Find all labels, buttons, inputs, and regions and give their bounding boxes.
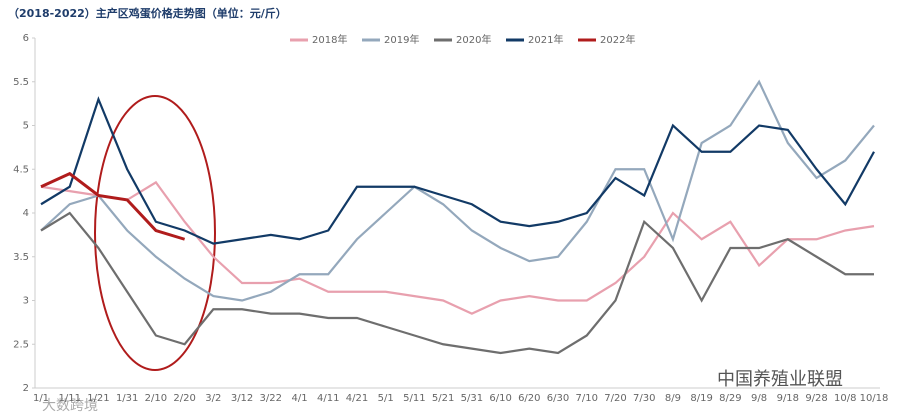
legend-label: 2021年 — [528, 33, 563, 46]
y-tick-label: 5.5 — [13, 77, 29, 88]
series-line — [40, 79, 875, 302]
x-tick-label: 5/31 — [461, 393, 483, 404]
x-tick-label: 7/20 — [604, 393, 626, 404]
x-tick-label: 6/20 — [518, 393, 540, 404]
x-tick-label: 3/12 — [231, 393, 253, 404]
x-tick-label: 9/8 — [751, 393, 767, 404]
y-tick-label: 2 — [23, 383, 29, 394]
legend-label: 2022年 — [600, 33, 635, 46]
x-tick-label: 9/28 — [805, 393, 827, 404]
y-tick-label: 2.5 — [13, 339, 29, 350]
legend-label: 2018年 — [312, 33, 347, 46]
y-tick-label: 3 — [23, 296, 29, 307]
x-tick-label: 4/11 — [317, 393, 339, 404]
x-tick-label: 1/11 — [58, 393, 80, 404]
x-tick-label: 3/2 — [205, 393, 221, 404]
x-tick-label: 1/1 — [33, 393, 49, 404]
series-line — [40, 96, 875, 245]
x-tick-label: 10/18 — [860, 393, 889, 404]
x-tick-label: 10/8 — [834, 393, 856, 404]
x-tick-label: 5/11 — [403, 393, 425, 404]
x-tick-label: 8/9 — [665, 393, 681, 404]
x-tick-label: 2/10 — [145, 393, 167, 404]
x-tick-label: 5/1 — [378, 393, 394, 404]
x-tick-label: 6/30 — [547, 393, 569, 404]
x-tick-label: 7/30 — [633, 393, 655, 404]
x-tick-label: 1/31 — [116, 393, 138, 404]
x-tick-label: 6/10 — [489, 393, 511, 404]
x-tick-label: 8/29 — [719, 393, 741, 404]
x-tick-label: 2/20 — [173, 393, 195, 404]
x-tick-label: 5/21 — [432, 393, 454, 404]
x-tick-label: 9/18 — [777, 393, 799, 404]
x-tick-label: 8/19 — [690, 393, 712, 404]
corner-watermark: 大数跨境 — [42, 398, 98, 414]
y-tick-label: 4 — [23, 208, 29, 219]
legend-label: 2019年 — [384, 33, 419, 46]
x-tick-label: 7/10 — [576, 393, 598, 404]
x-tick-label: 3/22 — [260, 393, 282, 404]
legend-label: 2020年 — [456, 33, 491, 46]
y-tick-label: 5 — [23, 121, 29, 132]
y-tick-label: 3.5 — [13, 252, 29, 263]
y-tick-label: 4.5 — [13, 164, 29, 175]
series-line — [40, 171, 186, 241]
x-tick-label: 1/21 — [87, 393, 109, 404]
series-line — [40, 180, 875, 315]
chart-title: （2018-2022）主产区鸡蛋价格走势图（单位：元/斤） — [8, 6, 287, 20]
highlight-ellipse — [94, 95, 216, 371]
x-tick-label: 4/1 — [291, 393, 307, 404]
watermark: 中国养殖业联盟 — [717, 368, 843, 390]
series-line — [40, 211, 874, 355]
x-tick-label: 4/21 — [346, 393, 368, 404]
y-tick-label: 6 — [23, 33, 29, 44]
